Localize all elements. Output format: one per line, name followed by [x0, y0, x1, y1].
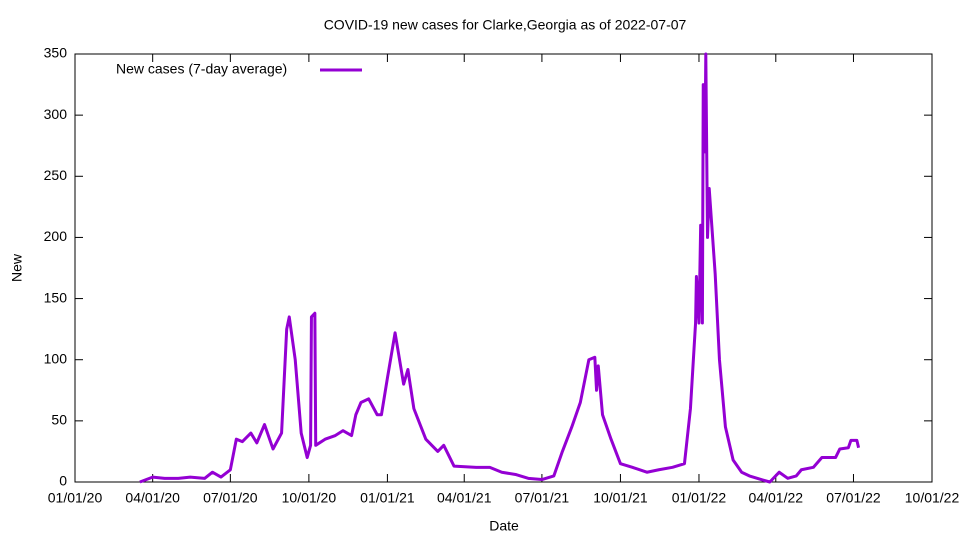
y-tick-label: 50: [51, 412, 67, 428]
x-tick-label: 04/01/21: [437, 490, 492, 506]
x-tick-label: 01/01/20: [48, 490, 103, 506]
x-tick-label: 04/01/22: [749, 490, 804, 506]
y-tick-label: 0: [59, 473, 67, 489]
y-tick-label: 350: [44, 45, 68, 61]
x-tick-label: 10/01/20: [282, 490, 337, 506]
x-tick-label: 04/01/20: [125, 490, 180, 506]
y-tick-label: 150: [44, 289, 68, 305]
x-tick-label: 07/01/22: [826, 490, 881, 506]
y-tick-label: 100: [44, 350, 68, 366]
y-axis-label: New: [9, 253, 25, 282]
x-axis-label: Date: [489, 518, 519, 534]
chart-title: COVID-19 new cases for Clarke,Georgia as…: [324, 17, 687, 33]
x-tick-label: 10/01/22: [905, 490, 960, 506]
x-tick-label: 01/01/22: [672, 490, 727, 506]
y-tick-label: 200: [44, 228, 68, 244]
x-tick-label: 01/01/21: [360, 490, 415, 506]
x-tick-label: 07/01/21: [515, 490, 570, 506]
data-line: [139, 52, 861, 484]
legend-label: New cases (7-day average): [116, 61, 287, 77]
x-tick-label: 10/01/21: [593, 490, 648, 506]
plot-frame: [74, 53, 933, 483]
y-tick-label: 250: [44, 167, 68, 183]
x-tick-label: 07/01/20: [203, 490, 258, 506]
y-tick-label: 300: [44, 106, 68, 122]
